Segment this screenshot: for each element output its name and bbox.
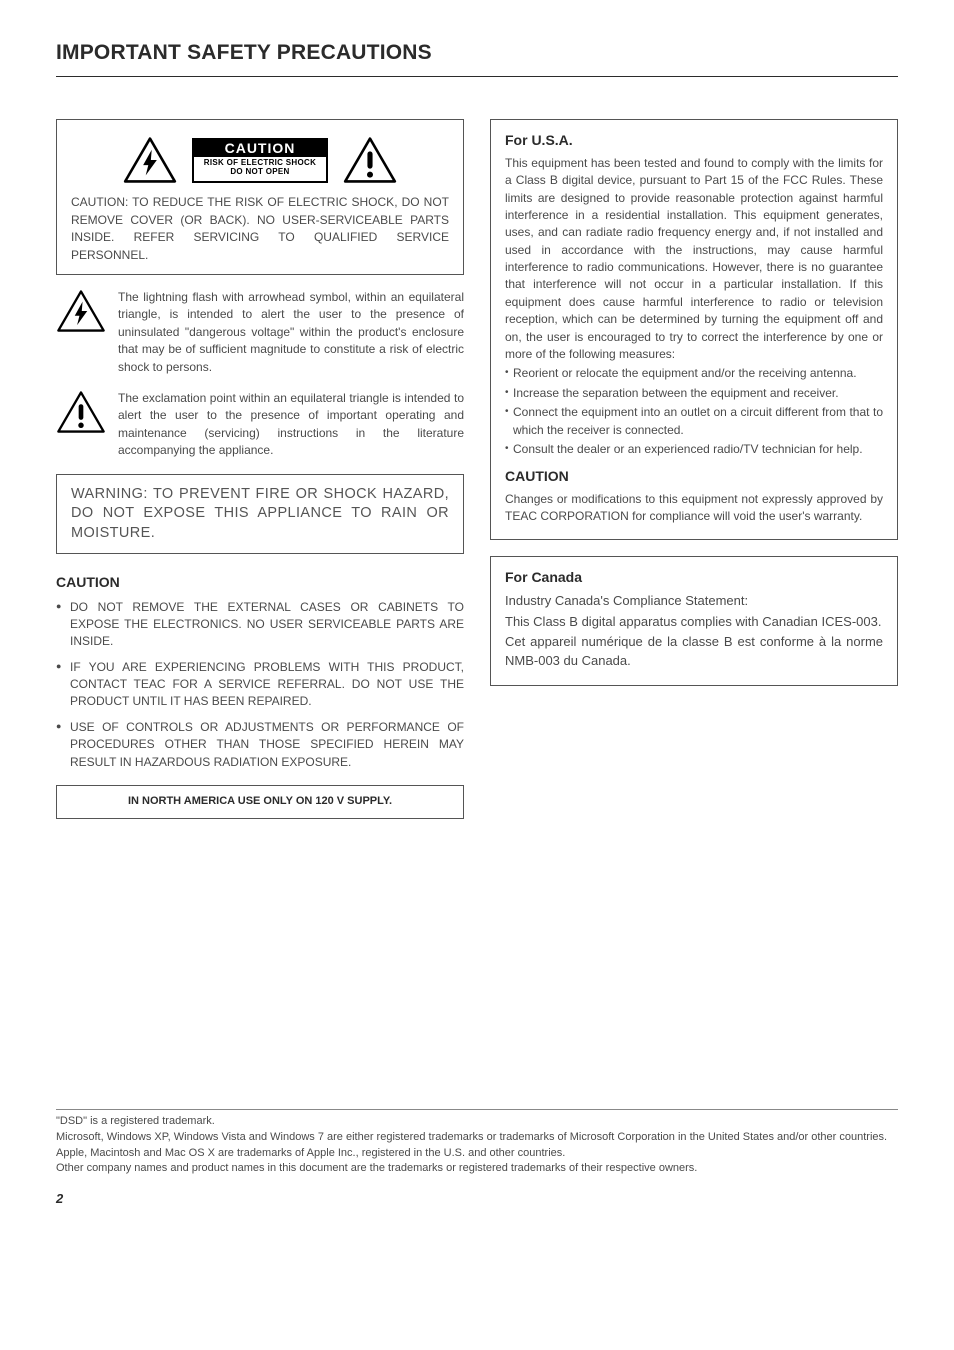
page-number: 2 <box>56 1190 898 1209</box>
canada-box: For Canada Industry Canada's Compliance … <box>490 556 898 686</box>
list-item: Increase the separation between the equi… <box>505 385 883 402</box>
exclaim-triangle-icon <box>342 136 398 184</box>
usa-caution-heading: CAUTION <box>505 466 883 486</box>
footer-line: Apple, Macintosh and Mac OS X are tradem… <box>56 1146 898 1161</box>
list-item: DO NOT REMOVE THE EXTERNAL CASES OR CABI… <box>56 599 464 651</box>
list-item: IF YOU ARE EXPERIENCING PROBLEMS WITH TH… <box>56 659 464 711</box>
caution-heading: CAUTION <box>56 572 464 592</box>
page-title: IMPORTANT SAFETY PRECAUTIONS <box>56 38 898 77</box>
footer-line: "DSD" is a registered trademark. <box>56 1114 898 1129</box>
two-column-layout: CAUTION RISK OF ELECTRIC SHOCK DO NOT OP… <box>56 119 898 819</box>
lightning-triangle-icon <box>122 136 178 184</box>
warning-box: WARNING: TO PREVENT FIRE OR SHOCK HAZARD… <box>56 474 464 555</box>
list-item: USE OF CONTROLS OR ADJUSTMENTS OR PERFOR… <box>56 719 464 771</box>
usa-body: This equipment has been tested and found… <box>505 155 883 364</box>
caution-sub2: DO NOT OPEN <box>204 168 316 177</box>
footer-notes: "DSD" is a registered trademark. Microso… <box>56 1109 898 1176</box>
lightning-paragraph: The lightning flash with arrowhead symbo… <box>56 289 464 376</box>
list-item: Connect the equipment into an outlet on … <box>505 404 883 439</box>
caution-graphic-box: CAUTION RISK OF ELECTRIC SHOCK DO NOT OP… <box>56 119 464 275</box>
usa-caution-body: Changes or modifications to this equipme… <box>505 491 883 526</box>
footer-line: Other company names and product names in… <box>56 1161 898 1176</box>
list-item: Consult the dealer or an experienced rad… <box>505 441 883 458</box>
footer-line: Microsoft, Windows XP, Windows Vista and… <box>56 1130 898 1145</box>
caution-word: CAUTION <box>194 140 326 157</box>
supply-note-box: IN NORTH AMERICA USE ONLY ON 120 V SUPPL… <box>56 785 464 819</box>
list-item: Reorient or relocate the equipment and/o… <box>505 365 883 382</box>
caution-bullet-list: DO NOT REMOVE THE EXTERNAL CASES OR CABI… <box>56 599 464 772</box>
exclaim-paragraph: The exclamation point within an equilate… <box>56 390 464 460</box>
canada-heading: For Canada <box>505 567 883 587</box>
lightning-triangle-icon <box>56 289 106 333</box>
caution-graphic-row: CAUTION RISK OF ELECTRIC SHOCK DO NOT OP… <box>71 130 449 194</box>
left-column: CAUTION RISK OF ELECTRIC SHOCK DO NOT OP… <box>56 119 464 819</box>
usa-heading: For U.S.A. <box>505 130 883 150</box>
caution-label-box: CAUTION RISK OF ELECTRIC SHOCK DO NOT OP… <box>192 138 328 183</box>
lightning-text: The lightning flash with arrowhead symbo… <box>118 289 464 376</box>
exclaim-triangle-icon <box>56 390 106 434</box>
canada-line: Cet appareil numérique de la classe B es… <box>505 633 883 671</box>
caution-box-text: CAUTION: TO REDUCE THE RISK OF ELECTRIC … <box>71 194 449 264</box>
exclaim-text: The exclamation point within an equilate… <box>118 390 464 460</box>
canada-line: This Class B digital apparatus complies … <box>505 613 883 632</box>
usa-box: For U.S.A. This equipment has been teste… <box>490 119 898 540</box>
canada-line: Industry Canada's Compliance Statement: <box>505 592 883 611</box>
right-column: For U.S.A. This equipment has been teste… <box>490 119 898 819</box>
